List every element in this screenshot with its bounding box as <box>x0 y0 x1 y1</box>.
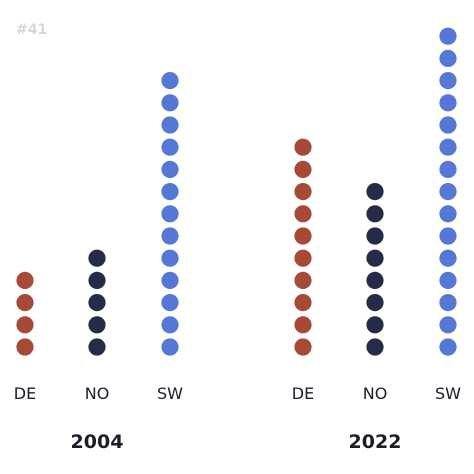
category-label-2022-no: NO <box>363 384 388 403</box>
dot-2004-sw-10 <box>161 138 179 156</box>
dot-2022-sw-13 <box>439 72 457 90</box>
dot-2022-no-4 <box>366 271 384 289</box>
dot-2004-no-1 <box>88 338 106 356</box>
dot-2004-sw-3 <box>161 294 179 312</box>
dot-2022-de-8 <box>294 183 312 201</box>
dot-2022-de-3 <box>294 294 312 312</box>
dot-2004-no-4 <box>88 271 106 289</box>
dot-2022-sw-4 <box>439 271 457 289</box>
dot-2004-sw-9 <box>161 160 179 178</box>
dot-2022-no-7 <box>366 205 384 223</box>
dot-2022-no-3 <box>366 294 384 312</box>
dot-2022-no-6 <box>366 227 384 245</box>
dot-2022-no-1 <box>366 338 384 356</box>
dot-2022-sw-7 <box>439 205 457 223</box>
dot-2004-de-4 <box>16 271 34 289</box>
dot-2022-sw-2 <box>439 316 457 334</box>
group-label-2004: 2004 <box>71 431 124 453</box>
dot-2022-de-4 <box>294 271 312 289</box>
dot-2004-sw-7 <box>161 205 179 223</box>
category-label-2022-de: DE <box>292 384 314 403</box>
dot-2022-sw-10 <box>439 138 457 156</box>
dot-2004-de-2 <box>16 316 34 334</box>
category-label-2004-de: DE <box>14 384 36 403</box>
group-label-2022: 2022 <box>349 431 402 453</box>
dot-2022-sw-9 <box>439 160 457 178</box>
dot-2022-de-9 <box>294 160 312 178</box>
dot-2022-de-6 <box>294 227 312 245</box>
dots-layer <box>16 27 457 356</box>
dot-2022-de-5 <box>294 249 312 267</box>
dot-2022-sw-11 <box>439 116 457 134</box>
dot-2004-sw-12 <box>161 94 179 112</box>
dot-2004-sw-13 <box>161 72 179 90</box>
dot-2004-no-3 <box>88 294 106 312</box>
category-label-2004-sw: SW <box>157 384 183 403</box>
dot-2022-sw-14 <box>439 49 457 67</box>
dot-2022-de-2 <box>294 316 312 334</box>
dot-2022-no-8 <box>366 183 384 201</box>
dot-2022-de-1 <box>294 338 312 356</box>
dot-2022-sw-5 <box>439 249 457 267</box>
dot-2022-sw-12 <box>439 94 457 112</box>
dot-2004-no-2 <box>88 316 106 334</box>
dot-2022-sw-8 <box>439 183 457 201</box>
category-label-2004-no: NO <box>85 384 110 403</box>
dot-2004-no-5 <box>88 249 106 267</box>
dot-2022-sw-3 <box>439 294 457 312</box>
dot-2022-sw-6 <box>439 227 457 245</box>
dot-2004-sw-11 <box>161 116 179 134</box>
dot-2022-no-2 <box>366 316 384 334</box>
dot-2004-sw-1 <box>161 338 179 356</box>
dot-2022-de-7 <box>294 205 312 223</box>
dot-2022-sw-15 <box>439 27 457 45</box>
dot-2004-sw-8 <box>161 183 179 201</box>
dot-2022-sw-1 <box>439 338 457 356</box>
dot-2004-sw-4 <box>161 271 179 289</box>
dot-2022-no-5 <box>366 249 384 267</box>
category-label-2022-sw: SW <box>435 384 461 403</box>
labels-layer: DE NO SW 2004 DE NO SW 2022 <box>14 384 461 453</box>
chart-tag-label: #41 <box>16 22 47 38</box>
dot-2004-sw-6 <box>161 227 179 245</box>
dot-2004-sw-2 <box>161 316 179 334</box>
dot-2004-de-3 <box>16 294 34 312</box>
dot-2022-de-10 <box>294 138 312 156</box>
dot-2004-de-1 <box>16 338 34 356</box>
dot-2004-sw-5 <box>161 249 179 267</box>
